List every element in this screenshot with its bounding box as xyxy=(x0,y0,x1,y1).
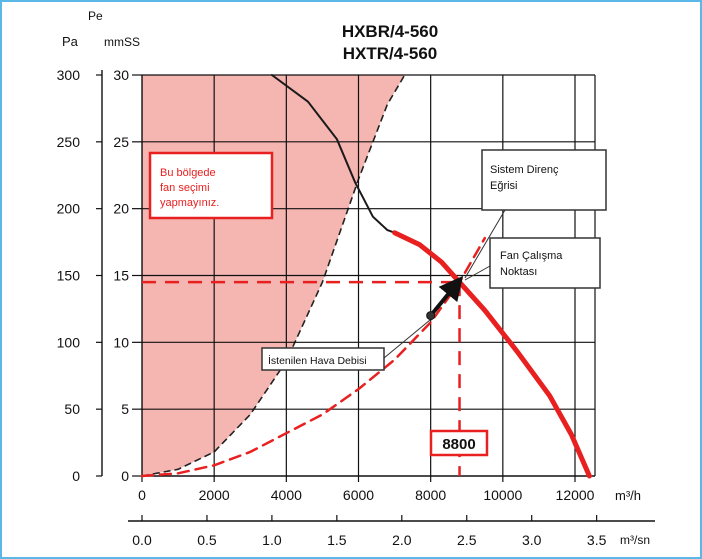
x-top-tick-label: 6000 xyxy=(343,487,374,503)
pa-tick-label: 250 xyxy=(57,134,81,150)
operating-flow-label: 8800 xyxy=(442,436,475,453)
operating-point-callout-box xyxy=(489,237,601,289)
forbidden-zone-note-line-3: yapmayınız. xyxy=(160,197,219,209)
forbidden-zone-note-line-2: fan seçimi xyxy=(160,182,210,194)
mmss-tick-label: 30 xyxy=(113,67,129,83)
x-bottom-tick-label: 0.0 xyxy=(132,532,152,548)
operating-point-callout-line-1: Fan Çalışma xyxy=(500,250,563,262)
pa-tick-label: 300 xyxy=(57,67,81,83)
system-curve-callout-line-2: Eğrisi xyxy=(490,180,518,192)
x-top-tick-label: 8000 xyxy=(415,487,446,503)
series-fan-curve-black xyxy=(270,74,396,234)
operating-flow-label-box xyxy=(429,429,489,457)
operating-point-leader xyxy=(464,265,491,281)
forbidden-zone-note-line-1: Bu bölgede xyxy=(160,167,216,179)
system-curve-leader xyxy=(464,209,506,279)
required-to-operating-arrow xyxy=(429,275,464,317)
mmss-tick-label: 15 xyxy=(113,268,129,284)
x-bottom-tick-label: 1.0 xyxy=(262,532,282,548)
chart-title-line-2: HXTR/4-560 xyxy=(343,44,437,63)
mmss-tick-label: 25 xyxy=(113,134,129,150)
x-axis-unit-m3h: m³/h xyxy=(615,488,641,503)
system-curve-callout-line-1: Sistem Direnç xyxy=(490,164,559,176)
series-fan-curve-red xyxy=(392,230,592,479)
x-top-tick-label: 12000 xyxy=(556,487,595,503)
x-top-tick-label: 0 xyxy=(138,487,146,503)
x-bottom-tick-label: 2.5 xyxy=(457,532,477,548)
pa-tick-label: 0 xyxy=(72,468,80,484)
y-axis-unit-pa: Pa xyxy=(62,34,79,49)
x-bottom-tick-label: 3.5 xyxy=(587,532,607,548)
y-axis-unit-mmss: mmSS xyxy=(104,35,140,49)
mmss-tick-label: 5 xyxy=(121,401,129,417)
series-layer xyxy=(140,74,592,479)
markers-layer xyxy=(142,275,464,476)
x-axis-unit-m3sn: m³/sn xyxy=(620,533,650,547)
forbidden-zone-note-box xyxy=(148,151,274,220)
pa-tick-label: 200 xyxy=(57,201,81,217)
x-top-tick-label: 4000 xyxy=(271,487,302,503)
required-flow-callout-box xyxy=(261,347,385,371)
x-bottom-tick-label: 3.0 xyxy=(522,532,542,548)
x-bottom-tick-label: 1.5 xyxy=(327,532,347,548)
mmss-tick-label: 0 xyxy=(121,468,129,484)
chart-title-line-1: HXBR/4-560 xyxy=(342,22,438,41)
required-flow-leader xyxy=(383,319,431,359)
series-system-curve-dashed xyxy=(140,236,487,478)
mmss-tick-label: 10 xyxy=(113,334,129,350)
required-flow-callout-text: İstenilen Hava Debisi xyxy=(268,354,367,367)
x-bottom-tick-label: 2.0 xyxy=(392,532,412,548)
required-point-marker xyxy=(426,311,436,321)
operating-point-callout-line-2: Noktası xyxy=(500,266,537,278)
system-curve-callout-box xyxy=(481,149,607,211)
x-top-tick-label: 10000 xyxy=(483,487,522,503)
x-bottom-tick-label: 0.5 xyxy=(197,532,217,548)
y-axis-symbol: Pe xyxy=(88,9,103,23)
pa-tick-label: 150 xyxy=(57,268,81,284)
mmss-tick-label: 20 xyxy=(113,201,129,217)
pa-tick-label: 50 xyxy=(64,401,80,417)
x-top-tick-label: 2000 xyxy=(199,487,230,503)
pa-tick-label: 100 xyxy=(57,334,81,350)
